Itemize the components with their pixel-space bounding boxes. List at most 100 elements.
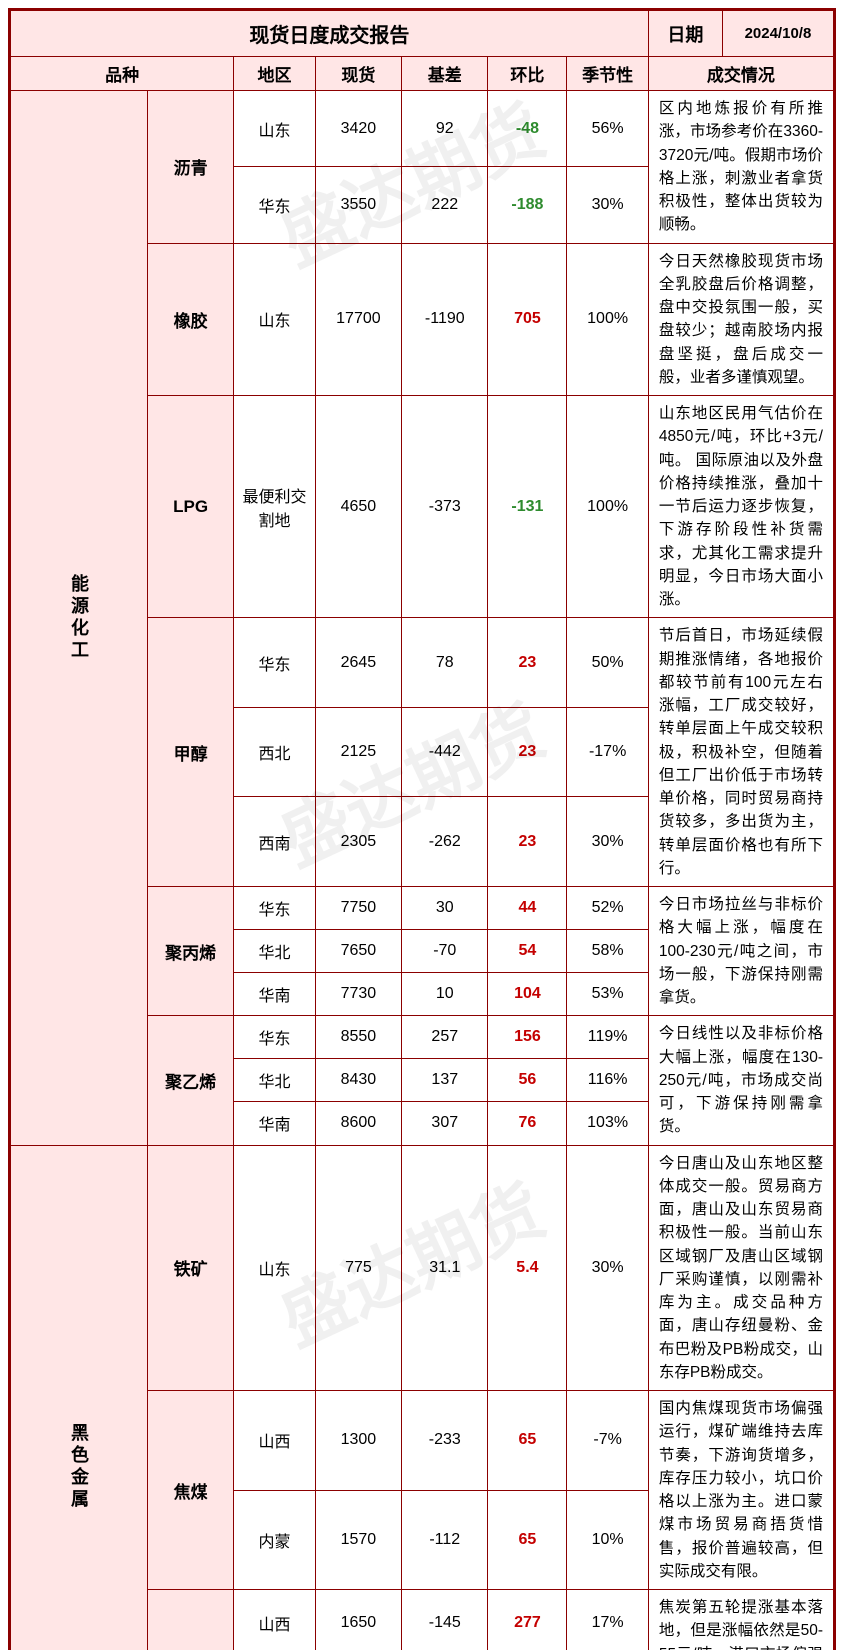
- report-container: 盛达期货 盛达期货 盛达期货 现货日度成交报告 日期 2024/10/8 品种 …: [8, 8, 836, 1650]
- title-row: 现货日度成交报告 日期 2024/10/8: [11, 11, 834, 57]
- header-spot: 现货: [315, 57, 401, 91]
- category-cell: 黑色金属: [11, 1145, 148, 1650]
- region-cell: 华东: [234, 167, 315, 243]
- basis-cell: 31.1: [402, 1145, 488, 1391]
- season-cell: 58%: [567, 930, 648, 973]
- chg-cell: 76: [488, 1102, 567, 1145]
- region-cell: 华南: [234, 973, 315, 1016]
- product-cell: 铁矿: [147, 1145, 233, 1391]
- season-cell: 56%: [567, 91, 648, 167]
- spot-cell: 3420: [315, 91, 401, 167]
- description-cell: 今日唐山及山东地区整体成交一般。贸易商方面，唐山及山东贸易商积极性一般。当前山东…: [648, 1145, 833, 1391]
- spot-cell: 1570: [315, 1490, 401, 1590]
- product-cell: 聚乙烯: [147, 1016, 233, 1145]
- chg-cell: -188: [488, 167, 567, 243]
- chg-cell: 54: [488, 930, 567, 973]
- header-region: 地区: [234, 57, 315, 91]
- basis-cell: 137: [402, 1059, 488, 1102]
- date-value: 2024/10/8: [722, 11, 833, 57]
- region-cell: 内蒙: [234, 1490, 315, 1590]
- spot-cell: 2125: [315, 707, 401, 797]
- description-cell: 区内地炼报价有所推涨，市场参考价在3360-3720元/吨。假期市场价格上涨，刺…: [648, 91, 833, 244]
- chg-cell: 23: [488, 797, 567, 887]
- basis-cell: -373: [402, 396, 488, 618]
- season-cell: 30%: [567, 1145, 648, 1391]
- spot-cell: 8600: [315, 1102, 401, 1145]
- region-cell: 山东: [234, 1145, 315, 1391]
- season-cell: 30%: [567, 167, 648, 243]
- region-cell: 山西: [234, 1391, 315, 1491]
- description-cell: 国内焦煤现货市场偏强运行，煤矿端维持去库节奏，下游询货增多，库存压力较小，坑口价…: [648, 1391, 833, 1590]
- chg-cell: 56: [488, 1059, 567, 1102]
- chg-cell: 5.4: [488, 1145, 567, 1391]
- chg-cell: 23: [488, 618, 567, 708]
- spot-cell: 775: [315, 1145, 401, 1391]
- chg-cell: 277: [488, 1590, 567, 1650]
- product-cell: 焦煤: [147, 1391, 233, 1590]
- report-table: 现货日度成交报告 日期 2024/10/8 品种 地区 现货 基差 环比 季节性…: [10, 10, 834, 1650]
- header-season: 季节性: [567, 57, 648, 91]
- region-cell: 华东: [234, 618, 315, 708]
- season-cell: 52%: [567, 887, 648, 930]
- season-cell: 116%: [567, 1059, 648, 1102]
- date-label: 日期: [648, 11, 722, 57]
- spot-cell: 7650: [315, 930, 401, 973]
- category-cell: 能源化工: [11, 91, 148, 1146]
- chg-cell: -131: [488, 396, 567, 618]
- header-situation: 成交情况: [648, 57, 833, 91]
- basis-cell: -145: [402, 1590, 488, 1650]
- description-cell: 今日线性以及非标价格大幅上涨，幅度在130-250元/吨，市场成交尚可，下游保持…: [648, 1016, 833, 1145]
- region-cell: 西北: [234, 707, 315, 797]
- product-cell: 沥青: [147, 91, 233, 244]
- spot-cell: 17700: [315, 243, 401, 396]
- basis-cell: 92: [402, 91, 488, 167]
- spot-cell: 7730: [315, 973, 401, 1016]
- region-cell: 华东: [234, 887, 315, 930]
- basis-cell: -112: [402, 1490, 488, 1590]
- basis-cell: -262: [402, 797, 488, 887]
- region-cell: 西南: [234, 797, 315, 887]
- basis-cell: 307: [402, 1102, 488, 1145]
- description-cell: 节后首日，市场延续假期推涨情绪，各地报价都较节前有100元左右涨幅，工厂成交较好…: [648, 618, 833, 887]
- chg-cell: 23: [488, 707, 567, 797]
- chg-cell: 156: [488, 1016, 567, 1059]
- description-cell: 今日天然橡胶现货市场全乳胶盘后价格调整，盘中交投氛围一般，买盘较少；越南胶场内报…: [648, 243, 833, 396]
- chg-cell: -48: [488, 91, 567, 167]
- spot-cell: 2645: [315, 618, 401, 708]
- season-cell: 10%: [567, 1490, 648, 1590]
- report-title: 现货日度成交报告: [11, 11, 649, 57]
- spot-cell: 4650: [315, 396, 401, 618]
- spot-cell: 1650: [315, 1590, 401, 1650]
- season-cell: 100%: [567, 243, 648, 396]
- region-cell: 华北: [234, 930, 315, 973]
- basis-cell: 10: [402, 973, 488, 1016]
- basis-cell: 78: [402, 618, 488, 708]
- basis-cell: 257: [402, 1016, 488, 1059]
- season-cell: 17%: [567, 1590, 648, 1650]
- spot-cell: 8550: [315, 1016, 401, 1059]
- region-cell: 华南: [234, 1102, 315, 1145]
- region-cell: 山东: [234, 243, 315, 396]
- chg-cell: 705: [488, 243, 567, 396]
- season-cell: 53%: [567, 973, 648, 1016]
- season-cell: 50%: [567, 618, 648, 708]
- spot-cell: 8430: [315, 1059, 401, 1102]
- product-cell: 聚丙烯: [147, 887, 233, 1016]
- chg-cell: 104: [488, 973, 567, 1016]
- data-row: 黑色金属铁矿山东77531.15.430%今日唐山及山东地区整体成交一般。贸易商…: [11, 1145, 834, 1391]
- product-cell: 焦炭: [147, 1590, 233, 1650]
- season-cell: -7%: [567, 1391, 648, 1491]
- region-cell: 华东: [234, 1016, 315, 1059]
- chg-cell: 65: [488, 1391, 567, 1491]
- spot-cell: 2305: [315, 797, 401, 887]
- region-cell: 最便利交割地: [234, 396, 315, 618]
- header-row: 品种 地区 现货 基差 环比 季节性 成交情况: [11, 57, 834, 91]
- description-cell: 今日市场拉丝与非标价格大幅上涨，幅度在100-230元/吨之间，市场一般，下游保…: [648, 887, 833, 1016]
- basis-cell: 30: [402, 887, 488, 930]
- region-cell: 华北: [234, 1059, 315, 1102]
- spot-cell: 1300: [315, 1391, 401, 1491]
- product-cell: 橡胶: [147, 243, 233, 396]
- data-row: 能源化工沥青山东342092-4856%区内地炼报价有所推涨，市场参考价在336…: [11, 91, 834, 167]
- header-basis: 基差: [402, 57, 488, 91]
- season-cell: 103%: [567, 1102, 648, 1145]
